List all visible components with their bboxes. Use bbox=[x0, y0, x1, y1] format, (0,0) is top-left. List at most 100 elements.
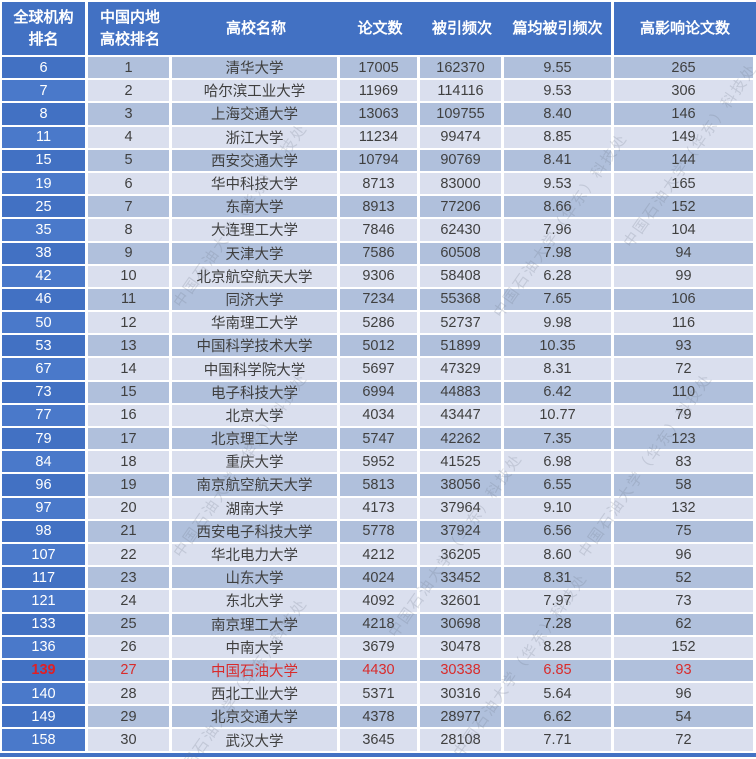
cell-citation-count: 60508 bbox=[420, 242, 504, 264]
cell-avg-citation: 9.53 bbox=[504, 172, 614, 195]
header-university-name-label: 高校名称 bbox=[225, 19, 286, 37]
cell-global-rank: 42 bbox=[2, 265, 88, 287]
cell-university-name: 华南理工大学 bbox=[172, 312, 340, 334]
cell-paper-count: 8713 bbox=[340, 172, 420, 195]
cell-global-rank: 136 bbox=[2, 636, 88, 658]
cell-china-rank: 4 bbox=[88, 126, 172, 148]
cell-paper-count: 4212 bbox=[340, 543, 420, 566]
header-paper-count: 论文数 bbox=[340, 2, 420, 55]
cell-global-rank: 140 bbox=[2, 683, 88, 705]
header-avg-citation-label: 篇均被引频次 bbox=[512, 19, 603, 37]
cell-china-rank: 29 bbox=[88, 706, 172, 728]
table-row: 117 23 山东大学 4024 33452 8.31 52 bbox=[2, 567, 756, 589]
table-row: 140 28 西北工业大学 5371 30316 5.64 96 bbox=[2, 683, 756, 705]
cell-university-name: 清华大学 bbox=[172, 57, 340, 79]
cell-paper-count: 4024 bbox=[340, 567, 420, 589]
cell-paper-count: 3679 bbox=[340, 636, 420, 658]
cell-global-rank: 84 bbox=[2, 451, 88, 473]
cell-university-name: 中国科学院大学 bbox=[172, 358, 340, 380]
cell-university-name: 哈尔滨工业大学 bbox=[172, 80, 340, 102]
cell-avg-citation: 8.31 bbox=[504, 567, 614, 589]
cell-high-impact-count: 79 bbox=[614, 404, 756, 426]
cell-china-rank: 13 bbox=[88, 335, 172, 357]
table-row: 15 5 西安交通大学 10794 90769 8.41 144 bbox=[2, 149, 756, 171]
cell-avg-citation: 8.40 bbox=[504, 103, 614, 125]
cell-global-rank: 25 bbox=[2, 196, 88, 218]
cell-citation-count: 114116 bbox=[420, 80, 504, 102]
table-row: 121 24 东北大学 4092 32601 7.97 73 bbox=[2, 590, 756, 612]
header-citation-count: 被引频次 bbox=[420, 2, 504, 55]
cell-china-rank: 10 bbox=[88, 265, 172, 287]
cell-china-rank: 30 bbox=[88, 729, 172, 751]
cell-citation-count: 30478 bbox=[420, 636, 504, 658]
cell-high-impact-count: 306 bbox=[614, 80, 756, 102]
cell-university-name: 南京理工大学 bbox=[172, 613, 340, 635]
table-body: 6 1 清华大学 17005 162370 9.55 265 7 2 哈尔滨工业… bbox=[0, 57, 756, 751]
cell-avg-citation: 9.10 bbox=[504, 497, 614, 519]
cell-china-rank: 28 bbox=[88, 683, 172, 705]
cell-high-impact-count: 93 bbox=[614, 335, 756, 357]
table-row: 11 4 浙江大学 11234 99474 8.85 149 bbox=[2, 126, 756, 148]
table-row: 149 29 北京交通大学 4378 28977 6.62 54 bbox=[2, 706, 756, 728]
cell-university-name: 电子科技大学 bbox=[172, 381, 340, 403]
cell-paper-count: 7586 bbox=[340, 242, 420, 264]
cell-citation-count: 42262 bbox=[420, 428, 504, 450]
cell-global-rank: 53 bbox=[2, 335, 88, 357]
cell-university-name: 西安电子科技大学 bbox=[172, 520, 340, 542]
header-university-name: 高校名称 bbox=[172, 2, 340, 55]
cell-high-impact-count: 123 bbox=[614, 428, 756, 450]
cell-china-rank: 11 bbox=[88, 288, 172, 311]
header-global-rank-line1: 全球机构 bbox=[13, 8, 74, 26]
table-row: 67 14 中国科学院大学 5697 47329 8.31 72 bbox=[2, 358, 756, 380]
cell-china-rank: 7 bbox=[88, 196, 172, 218]
cell-global-rank: 35 bbox=[2, 219, 88, 241]
cell-avg-citation: 7.97 bbox=[504, 590, 614, 612]
cell-citation-count: 37924 bbox=[420, 520, 504, 542]
cell-university-name: 西安交通大学 bbox=[172, 149, 340, 171]
cell-avg-citation: 5.64 bbox=[504, 683, 614, 705]
cell-citation-count: 38056 bbox=[420, 474, 504, 496]
cell-global-rank: 73 bbox=[2, 381, 88, 403]
cell-china-rank: 21 bbox=[88, 520, 172, 542]
cell-china-rank: 5 bbox=[88, 149, 172, 171]
cell-high-impact-count: 62 bbox=[614, 613, 756, 635]
cell-high-impact-count: 54 bbox=[614, 706, 756, 728]
cell-avg-citation: 7.65 bbox=[504, 288, 614, 311]
header-citation-count-label: 被引频次 bbox=[431, 19, 492, 37]
cell-paper-count: 4378 bbox=[340, 706, 420, 728]
cell-paper-count: 5012 bbox=[340, 335, 420, 357]
cell-paper-count: 5778 bbox=[340, 520, 420, 542]
table-row: 35 8 大连理工大学 7846 62430 7.96 104 bbox=[2, 219, 756, 241]
cell-avg-citation: 6.56 bbox=[504, 520, 614, 542]
cell-citation-count: 37964 bbox=[420, 497, 504, 519]
cell-paper-count: 5371 bbox=[340, 683, 420, 705]
cell-citation-count: 77206 bbox=[420, 196, 504, 218]
table-row: 133 25 南京理工大学 4218 30698 7.28 62 bbox=[2, 613, 756, 635]
cell-paper-count: 4092 bbox=[340, 590, 420, 612]
cell-avg-citation: 6.28 bbox=[504, 265, 614, 287]
cell-high-impact-count: 149 bbox=[614, 126, 756, 148]
cell-avg-citation: 6.85 bbox=[504, 659, 614, 682]
cell-global-rank: 79 bbox=[2, 428, 88, 450]
cell-global-rank: 19 bbox=[2, 172, 88, 195]
cell-china-rank: 25 bbox=[88, 613, 172, 635]
cell-high-impact-count: 75 bbox=[614, 520, 756, 542]
cell-china-rank: 17 bbox=[88, 428, 172, 450]
cell-high-impact-count: 93 bbox=[614, 659, 756, 682]
cell-avg-citation: 8.85 bbox=[504, 126, 614, 148]
cell-paper-count: 4034 bbox=[340, 404, 420, 426]
table-row: 98 21 西安电子科技大学 5778 37924 6.56 75 bbox=[2, 520, 756, 542]
table-row: 77 16 北京大学 4034 43447 10.77 79 bbox=[2, 404, 756, 426]
cell-citation-count: 44883 bbox=[420, 381, 504, 403]
cell-avg-citation: 7.96 bbox=[504, 219, 614, 241]
cell-paper-count: 5813 bbox=[340, 474, 420, 496]
cell-paper-count: 5952 bbox=[340, 451, 420, 473]
cell-citation-count: 47329 bbox=[420, 358, 504, 380]
cell-global-rank: 158 bbox=[2, 729, 88, 751]
cell-university-name: 北京航空航天大学 bbox=[172, 265, 340, 287]
cell-paper-count: 3645 bbox=[340, 729, 420, 751]
cell-university-name: 西北工业大学 bbox=[172, 683, 340, 705]
cell-high-impact-count: 52 bbox=[614, 567, 756, 589]
cell-avg-citation: 9.98 bbox=[504, 312, 614, 334]
cell-paper-count: 11234 bbox=[340, 126, 420, 148]
